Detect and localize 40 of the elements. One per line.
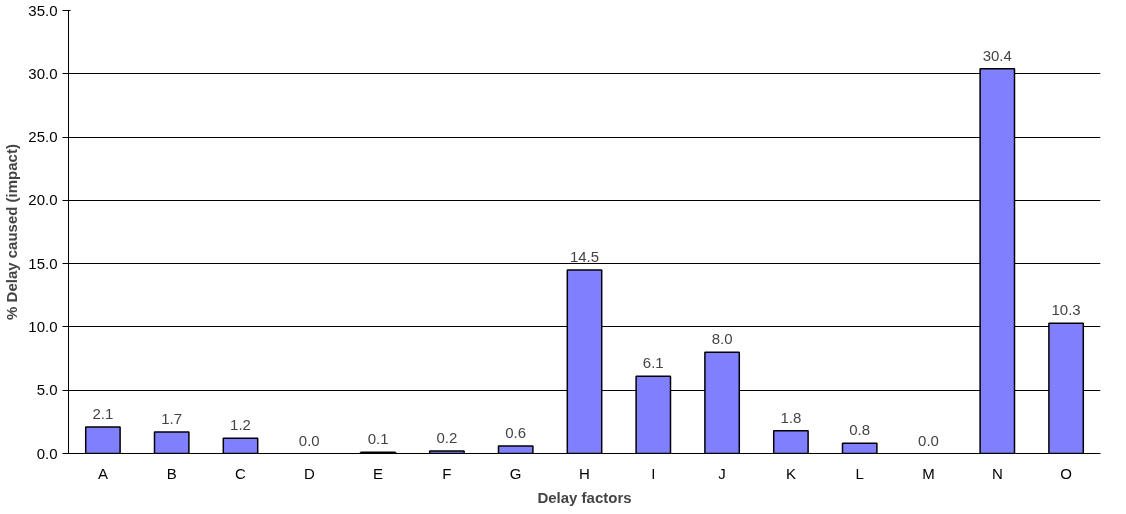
x-tick-label: D: [303, 464, 315, 482]
data-label: 0.8: [849, 421, 871, 439]
y-tick-label: 35.0: [28, 1, 58, 19]
data-label: 0.6: [505, 423, 527, 441]
data-label: 0.0: [298, 431, 320, 449]
y-tick-label: 25.0: [28, 128, 58, 146]
y-tick-label: 20.0: [28, 191, 58, 209]
x-tick-label: I: [651, 464, 656, 482]
x-tick-label: K: [785, 464, 796, 482]
data-label: 6.1: [642, 354, 664, 372]
data-label: 1.7: [161, 409, 183, 427]
data-label: 10.3: [1051, 301, 1081, 319]
data-label: 8.0: [711, 330, 733, 348]
x-tick-label: G: [509, 464, 522, 482]
x-tick-label: N: [991, 464, 1003, 482]
data-label: 30.4: [982, 46, 1012, 64]
y-tick-label: 5.0: [36, 381, 58, 399]
y-tick-label: 10.0: [28, 317, 58, 335]
x-tick-label: O: [1060, 464, 1072, 482]
y-tick-label: 15.0: [28, 254, 58, 272]
x-tick-label: E: [373, 464, 384, 482]
data-label: 0.0: [918, 431, 939, 449]
x-axis-title: Delay factors: [537, 488, 632, 506]
data-label: 14.5: [569, 247, 600, 265]
y-tick-label: 0.0: [36, 444, 58, 462]
x-tick-label: F: [442, 464, 452, 482]
y-tick-label: 30.0: [28, 64, 58, 82]
x-tick-label: M: [922, 464, 935, 482]
x-tick-label: A: [97, 464, 108, 482]
y-axis-title: % Delay caused (impact): [3, 144, 21, 320]
x-tick-label: J: [718, 464, 726, 482]
data-label: 0.1: [367, 430, 389, 448]
x-tick-label: H: [579, 464, 590, 482]
data-label: 0.2: [436, 428, 458, 446]
x-tick-label: C: [235, 464, 247, 482]
data-label: 1.2: [230, 416, 251, 434]
x-tick-label: B: [166, 464, 177, 482]
data-label: 2.1: [92, 404, 114, 422]
x-tick-label: L: [855, 464, 864, 482]
data-label: 1.8: [780, 408, 802, 426]
